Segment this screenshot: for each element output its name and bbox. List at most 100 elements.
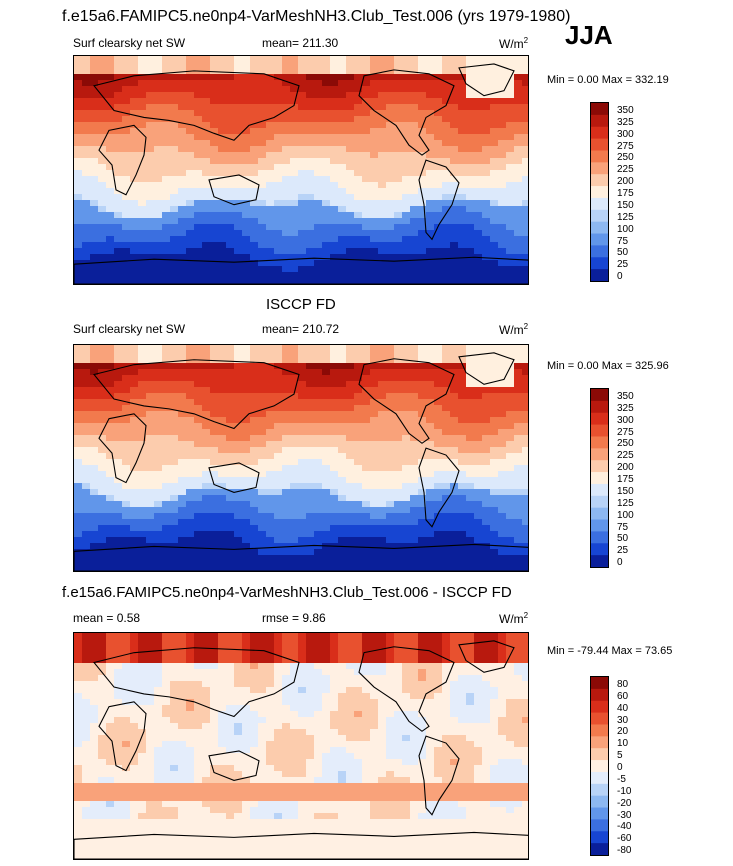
field-cell: [330, 158, 339, 165]
field-cell: [106, 411, 115, 418]
field-cell: [74, 549, 83, 556]
field-cell: [194, 525, 203, 532]
field-cell: [378, 465, 387, 472]
field-cell: [98, 531, 107, 538]
field-cell: [114, 519, 123, 526]
field-cell: [506, 399, 515, 406]
field-cell: [346, 146, 355, 153]
field-cell: [146, 519, 155, 526]
field-cell: [410, 357, 419, 364]
field-cell: [314, 495, 323, 502]
field-cell: [434, 555, 443, 562]
field-cell: [202, 369, 211, 376]
field-cell: [258, 483, 267, 490]
field-cell: [290, 405, 299, 412]
field-cell: [298, 351, 307, 358]
field-cell: [418, 92, 427, 99]
field-cell: [490, 681, 499, 688]
field-cell: [522, 62, 528, 69]
field-cell: [162, 375, 171, 382]
field-cell: [178, 200, 187, 207]
field-cell: [242, 218, 251, 225]
field-cell: [218, 501, 227, 508]
field-cell: [498, 194, 507, 201]
field-cell: [322, 74, 331, 81]
field-cell: [282, 56, 291, 63]
field-cell: [458, 224, 467, 231]
field-cell: [122, 218, 131, 225]
field-cell: [322, 501, 331, 508]
field-cell: [122, 272, 131, 279]
field-cell: [130, 669, 139, 676]
field-cell: [418, 447, 427, 454]
field-cell: [474, 176, 483, 183]
field-cell: [258, 519, 267, 526]
field-cell: [498, 212, 507, 219]
field-cell: [210, 351, 219, 358]
field-cell: [74, 423, 83, 430]
field-cell: [146, 471, 155, 478]
field-cell: [490, 170, 499, 177]
field-cell: [466, 188, 475, 195]
field-cell: [450, 345, 459, 352]
field-cell: [394, 435, 403, 442]
field-cell: [442, 200, 451, 207]
field-cell: [218, 351, 227, 358]
colorbar-segment: [591, 460, 608, 473]
field-cell: [218, 140, 227, 147]
field-cell: [90, 182, 99, 189]
field-cell: [122, 188, 131, 195]
field-cell: [386, 399, 395, 406]
field-cell: [258, 134, 267, 141]
field-cell: [466, 152, 475, 159]
field-cell: [354, 639, 363, 646]
field-cell: [498, 272, 507, 279]
field-cell: [418, 471, 427, 478]
field-cell: [402, 206, 411, 213]
field-cell: [522, 224, 528, 231]
field-cell: [122, 200, 131, 207]
field-cell: [130, 170, 139, 177]
field-cell: [346, 447, 355, 454]
field-cell: [362, 212, 371, 219]
field-cell: [282, 525, 291, 532]
field-cell: [98, 465, 107, 472]
field-cell: [370, 236, 379, 243]
field-cell: [514, 200, 523, 207]
field-cell: [226, 483, 235, 490]
field-cell: [482, 405, 491, 412]
field-cell: [378, 495, 387, 502]
field-cell: [410, 387, 419, 394]
field-cell: [370, 56, 379, 63]
field-cell: [458, 146, 467, 153]
field-cell: [266, 206, 275, 213]
field-cell: [522, 465, 528, 472]
field-cell: [146, 405, 155, 412]
field-cell: [418, 272, 427, 279]
field-cell: [442, 351, 451, 358]
colorbar-tick-label: 50: [617, 533, 629, 545]
field-cell: [474, 657, 483, 664]
field-cell: [186, 86, 195, 93]
field-cell: [202, 633, 211, 640]
field-cell: [522, 146, 528, 153]
field-cell: [226, 405, 235, 412]
field-cell: [194, 170, 203, 177]
field-cell: [290, 122, 299, 129]
field-cell: [506, 152, 515, 159]
field-cell: [314, 206, 323, 213]
field-cell: [426, 675, 435, 682]
field-cell: [266, 248, 275, 255]
field-cell: [146, 134, 155, 141]
field-cell: [498, 417, 507, 424]
field-cell: [178, 441, 187, 448]
field-cell: [242, 272, 251, 279]
field-cell: [242, 110, 251, 117]
field-cell: [426, 399, 435, 406]
field-cell: [290, 525, 299, 532]
field-cell: [170, 525, 179, 532]
field-cell: [146, 218, 155, 225]
field-cell: [226, 543, 235, 550]
field-cell: [98, 158, 107, 165]
field-cell: [218, 260, 227, 267]
